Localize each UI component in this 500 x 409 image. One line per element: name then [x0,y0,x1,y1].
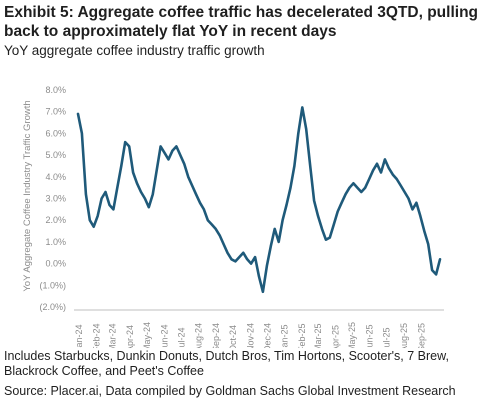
x-tick-label: Feb-25 [297,323,307,348]
y-tick-label: 2.0% [45,215,66,225]
x-tick-label: Nov-24 [245,323,255,348]
y-tick-label: 1.0% [45,237,66,247]
x-tick-label: May-25 [347,322,357,348]
x-tick-label: Dec-24 [262,323,272,348]
series-line [76,106,442,294]
y-tick-label: 7.0% [45,107,66,117]
x-tick-label: Feb-24 [91,323,101,348]
y-axis-ticks: (2.0%) (1.0%) 0.0% 1.0% 2.0% 3.0% 4.0% 5.0% 6.0%… [39,85,66,312]
x-tick-label: Mar-24 [108,323,118,348]
y-axis-label: YoY Aggregate Coffee Industry Traffic Gr… [22,100,33,291]
x-tick-label: Sep-25 [416,323,426,348]
x-tick-label: May-24 [142,322,152,348]
x-tick-label: Aug-25 [399,323,409,348]
x-tick-label: Sep-24 [211,323,221,348]
chart-title: Exhibit 5: Aggregate coffee traffic has … [4,4,478,40]
x-tick-label: Apr-25 [330,325,340,348]
y-tick-label: 0.0% [45,259,66,269]
y-tick-label: (2.0%) [39,302,66,312]
line-chart: YoY Aggregate Coffee Industry Traffic Gr… [22,85,444,348]
y-tick-label: 3.0% [45,194,66,204]
y-tick-label: (1.0%) [39,280,66,290]
x-tick-label: Jan-25 [280,324,290,348]
x-tick-label: Aug-24 [194,323,204,348]
y-tick-label: 4.0% [45,172,66,182]
y-tick-label: 5.0% [45,150,66,160]
x-tick-label: Jun-24 [159,324,169,348]
x-tick-label: Mar-25 [313,323,323,348]
y-tick-label: 6.0% [45,128,66,138]
chart-subtitle: YoY aggregate coffee industry traffic gr… [4,43,265,58]
x-tick-label: Jul-24 [176,327,186,348]
x-tick-label: Jun-25 [365,324,375,348]
x-axis-ticks: Jan-24 Feb-24 Mar-24 Apr-24 May-24 Jun-24 Jul-… [74,322,426,348]
x-tick-label: Jan-24 [74,324,84,348]
x-tick-label: Oct-24 [228,325,238,348]
x-tick-label: Apr-24 [125,325,135,348]
source-note: Source: Placer.ai, Data compiled by Gold… [4,384,456,398]
y-tick-label: 8.0% [45,85,66,95]
x-tick-label: Jul-25 [381,327,391,348]
footnote: Includes Starbucks, Dunkin Donuts, Dutch… [4,349,449,378]
